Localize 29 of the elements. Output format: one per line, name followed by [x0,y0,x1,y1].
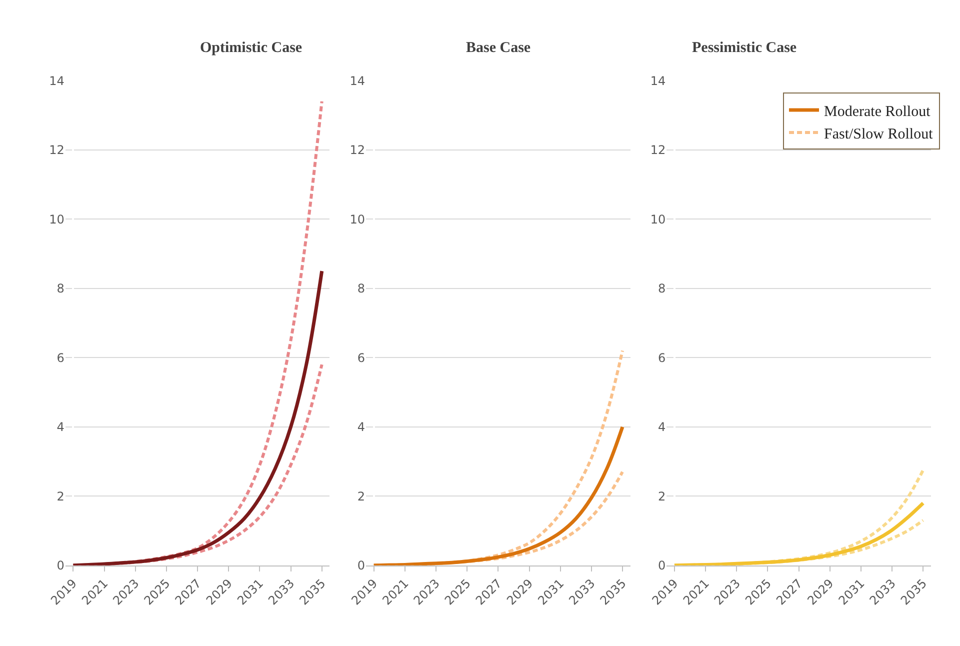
legend-label: Fast/Slow Rollout [824,126,934,142]
y-tick-label: 6 [357,350,366,365]
legend-label: Moderate Rollout [824,104,932,120]
y-tick-label: 8 [56,282,64,296]
chart-title: Optimistic Case [200,40,302,56]
y-tick-label: 4 [357,420,366,434]
y-tick-label: 4 [658,420,666,434]
y-tick-label: 0 [357,558,366,573]
chart-title: Base Case [466,40,531,56]
y-tick-label: 6 [658,350,666,365]
y-tick-label: 2 [357,489,366,504]
y-tick-label: 0 [658,558,666,573]
y-tick-label: 12 [350,143,366,158]
chart-title: Pessimistic Case [692,40,797,56]
y-tick-label: 12 [650,143,666,158]
y-tick-label: 14 [49,74,64,88]
y-tick-label: 2 [56,489,64,504]
y-tick-label: 2 [658,489,666,504]
y-tick-label: 10 [350,212,366,226]
y-tick-label: 8 [658,282,666,296]
y-tick-label: 12 [49,143,64,158]
y-tick-label: 8 [357,282,366,296]
y-tick-label: 14 [350,74,366,88]
y-tick-label: 6 [56,350,64,365]
y-tick-label: 4 [56,420,64,434]
y-tick-label: 0 [56,558,64,573]
y-tick-label: 10 [49,212,64,226]
y-tick-label: 14 [650,74,666,88]
y-tick-label: 10 [650,212,666,226]
